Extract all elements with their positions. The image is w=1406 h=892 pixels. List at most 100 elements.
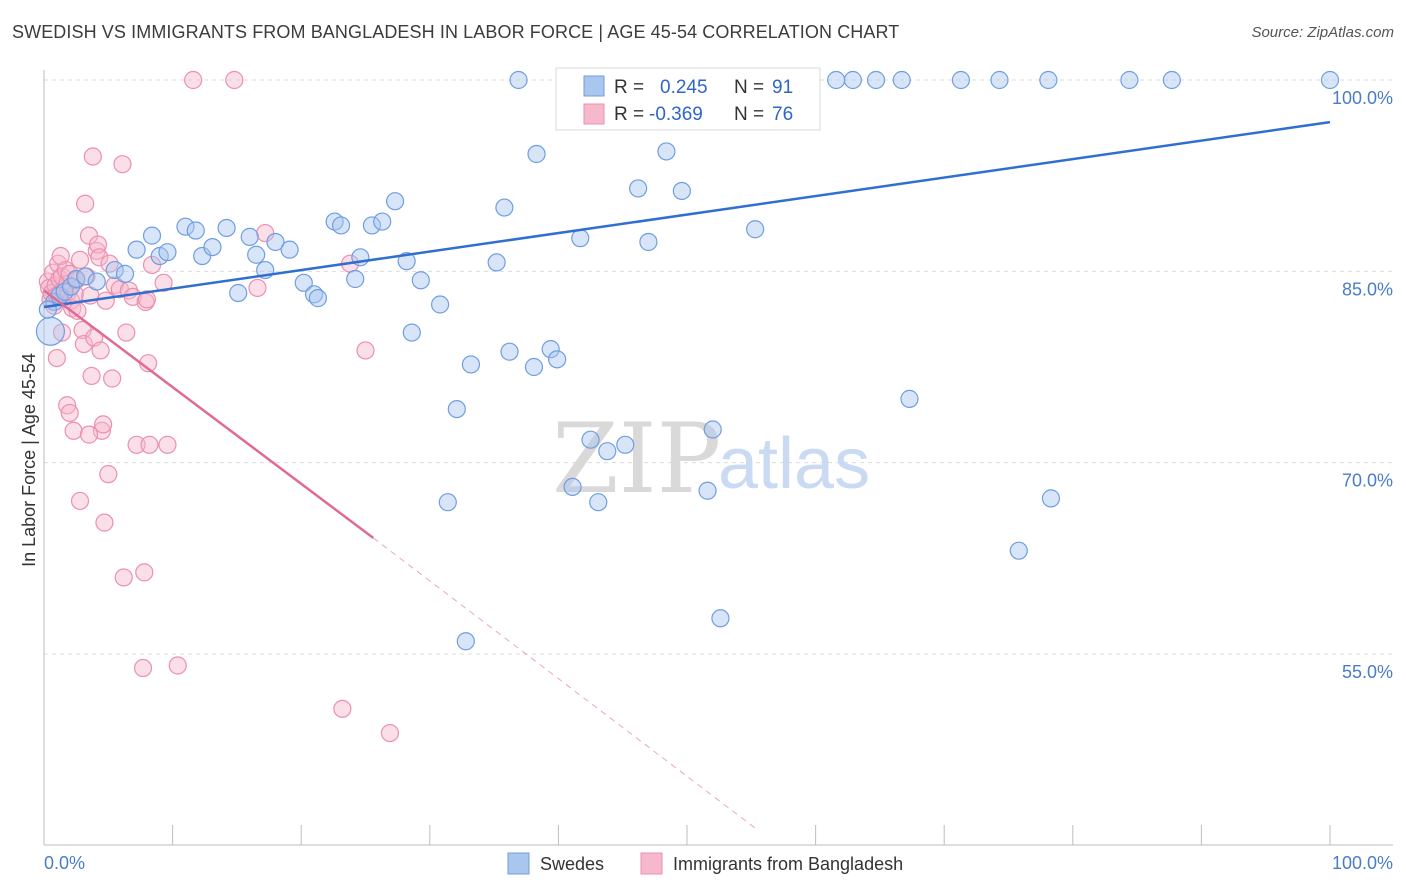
swedes-point: [672, 181, 691, 201]
bangladesh-point: [95, 513, 114, 532]
watermark: ZIP atlas: [552, 403, 870, 515]
legend-r-label-2: R =: [614, 104, 644, 125]
swedes-point: [186, 221, 205, 240]
series-label-bangladesh: Immigrants from Bangladesh: [673, 854, 903, 874]
bangladesh-point: [47, 348, 66, 368]
legend-swatch-bangladesh: [583, 103, 605, 125]
series-swatch-bangladesh: [640, 852, 663, 875]
legend-r-value-2: -0.369: [649, 104, 703, 125]
swedes-point: [115, 264, 135, 283]
x-tick-label-left: 0.0%: [44, 853, 85, 873]
bangladesh-point: [60, 403, 79, 423]
swedes-point: [373, 212, 392, 231]
swedes-point: [1041, 489, 1061, 508]
swedes-point: [447, 399, 466, 419]
swedes-point: [217, 218, 236, 238]
swedes-point: [266, 232, 285, 252]
legend-r-label-1: R =: [614, 77, 644, 98]
swedes-point: [76, 267, 95, 286]
swedes-point: [35, 316, 66, 346]
bangladesh-point: [99, 465, 118, 484]
swedes-point: [1039, 70, 1058, 90]
swedes-point: [397, 252, 416, 271]
bangladesh-point: [158, 435, 177, 454]
bangladesh-point: [79, 425, 99, 444]
legend-n-value-1: 91: [772, 77, 793, 98]
bangladesh-point: [90, 248, 109, 267]
bangladesh-point: [248, 278, 267, 298]
y-tick-label: 55.0%: [1342, 662, 1393, 682]
swedes-point: [438, 493, 457, 512]
swedes-point: [411, 271, 430, 290]
swedes-point: [639, 232, 658, 252]
swedes-point: [105, 260, 124, 280]
bangladesh-trend-line: [43, 289, 374, 539]
trend-lines: [43, 120, 1331, 831]
bangladesh-point: [380, 723, 400, 743]
swedes-point: [346, 269, 365, 289]
bangladesh-point: [70, 250, 90, 269]
swedes-point: [892, 70, 911, 90]
x-tick-label-right: 100.0%: [1332, 853, 1393, 873]
bangladesh-points: [38, 70, 400, 743]
swedes-point: [240, 227, 259, 246]
swedes-point: [456, 632, 475, 651]
bangladesh-point: [83, 147, 102, 166]
grid-lines: [44, 79, 1393, 655]
y-axis-title: In Labor Force | Age 45-54: [19, 353, 39, 567]
swedes-point: [581, 430, 600, 449]
swedes-point: [746, 220, 765, 239]
bangladesh-point: [76, 194, 95, 213]
swedes-points: [35, 70, 1340, 651]
bangladesh-point: [96, 291, 115, 310]
swedes-trend-line: [43, 120, 1331, 309]
swedes-point: [193, 246, 212, 266]
legend-swatch-swedes: [583, 75, 605, 97]
swedes-point: [827, 70, 846, 90]
swedes-point: [657, 142, 676, 161]
swedes-point: [1320, 70, 1340, 90]
swedes-point: [571, 229, 590, 248]
swedes-point: [402, 323, 421, 342]
y-tick-label: 85.0%: [1342, 279, 1393, 299]
bangladesh-point: [140, 435, 159, 454]
legend-n-value-2: 76: [772, 104, 793, 125]
swedes-point: [203, 237, 222, 257]
swedes-point: [229, 283, 248, 303]
swedes-point: [87, 272, 106, 291]
series-swatch-swedes: [507, 852, 530, 875]
swedes-point: [294, 273, 313, 292]
swedes-point: [38, 300, 57, 319]
swedes-point: [1120, 70, 1139, 90]
axes: [43, 70, 1393, 846]
swedes-point: [951, 70, 971, 90]
swedes-point: [629, 179, 648, 198]
bangladesh-point: [127, 435, 146, 454]
bangladesh-trend-extension: [372, 537, 759, 831]
swedes-point: [308, 289, 328, 308]
bangladesh-point: [154, 273, 173, 292]
swedes-point: [461, 355, 481, 374]
bangladesh-point: [137, 290, 156, 309]
legend-n-label-1: N =: [734, 77, 764, 98]
correlation-legend: R = 0.245 N = 91 R = -0.369 N = 76: [555, 67, 821, 131]
swedes-point: [430, 295, 450, 314]
swedes-point: [616, 435, 635, 454]
swedes-point: [900, 389, 919, 408]
bangladesh-point: [103, 369, 122, 388]
swedes-point: [247, 245, 266, 264]
source-label: Source: ZipAtlas.com: [1251, 24, 1394, 41]
y-tick-label: 100.0%: [1332, 88, 1393, 108]
swedes-point: [541, 340, 560, 359]
chart-title: SWEDISH VS IMMIGRANTS FROM BANGLADESH IN…: [12, 22, 900, 42]
bangladesh-point: [117, 323, 136, 342]
swedes-point: [866, 70, 886, 90]
swedes-point: [1009, 541, 1028, 560]
bangladesh-point: [333, 699, 352, 718]
swedes-point: [990, 70, 1009, 90]
swedes-point: [843, 70, 862, 90]
y-tick-label: 70.0%: [1342, 471, 1393, 491]
watermark-atlas: atlas: [718, 424, 870, 504]
swedes-point: [548, 350, 567, 369]
